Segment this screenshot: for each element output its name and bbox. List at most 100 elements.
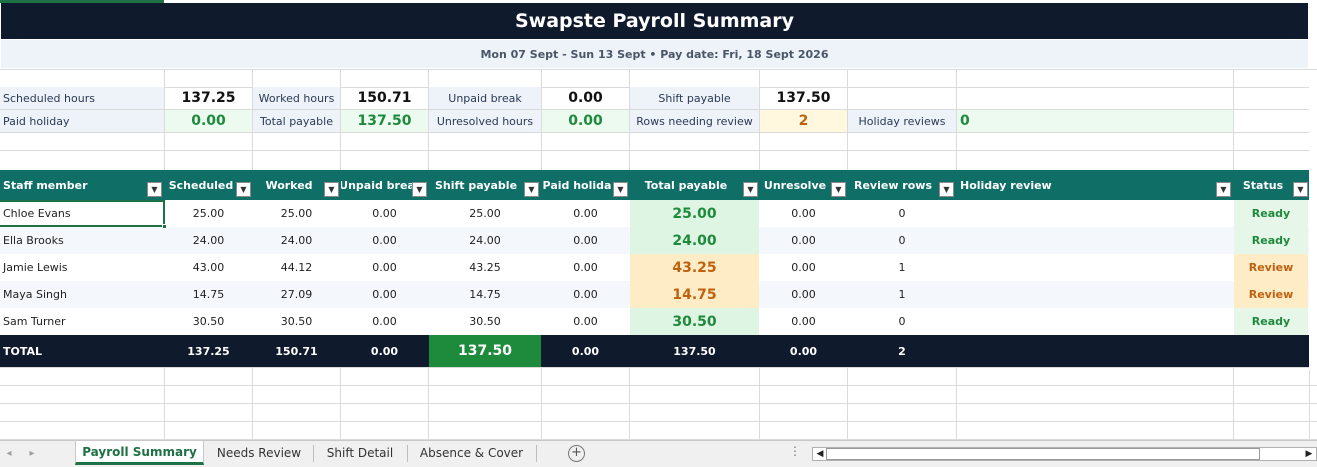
cell-holiday-review[interactable]	[957, 200, 1233, 227]
cell-unresolved[interactable]: 0.00	[791, 261, 816, 274]
scroll-left-icon[interactable]: ◀	[816, 449, 824, 459]
summary-holiday-reviews-label[interactable]: Holiday reviews	[848, 110, 956, 132]
cell-shift-payable[interactable]: 14.75	[469, 288, 501, 301]
tab-shift-detail[interactable]: Shift Detail	[326, 446, 394, 460]
cell-review-rows[interactable]: 0	[898, 315, 906, 328]
totals-unresolved[interactable]: 0.00	[789, 344, 818, 358]
tab-payroll-summary[interactable]: Payroll Summary	[75, 441, 204, 465]
cell-staff-member[interactable]: Ella Brooks	[3, 234, 64, 247]
cell-holiday-review[interactable]	[957, 308, 1233, 335]
cell-unpaid-break[interactable]: 0.00	[372, 207, 397, 220]
cell-paid-holiday[interactable]: 0.00	[573, 315, 598, 328]
scroll-right-icon[interactable]: ▶	[1305, 449, 1313, 459]
cell-status[interactable]: Review	[1234, 281, 1308, 308]
totals-unpaid[interactable]: 0.00	[370, 344, 399, 358]
cell-worked[interactable]: 30.50	[280, 315, 313, 328]
plus-circle-icon[interactable]: +	[568, 445, 585, 462]
cell-worked[interactable]: 44.12	[280, 261, 313, 274]
cell-total-payable[interactable]: 43.25	[630, 254, 759, 281]
cell-worked[interactable]: 24.00	[280, 234, 313, 247]
totals-label[interactable]: TOTAL	[3, 344, 43, 358]
cell-review-rows[interactable]: 1	[898, 288, 906, 301]
cell-review-rows[interactable]: 0	[898, 207, 906, 220]
cell-scheduled[interactable]: 30.50	[192, 315, 225, 328]
cell-status[interactable]: Ready	[1234, 200, 1308, 227]
filter-dropdown-icon[interactable]: ▼	[831, 182, 846, 197]
summary-total-label[interactable]: Total payable	[253, 110, 340, 132]
cell-status[interactable]: Ready	[1234, 308, 1308, 335]
cell-scheduled[interactable]: 24.00	[192, 234, 225, 247]
summary-unresolved-value[interactable]: 0.00	[542, 110, 629, 132]
filter-dropdown-icon[interactable]: ▼	[743, 182, 758, 197]
cell-status[interactable]: Ready	[1234, 227, 1308, 254]
report-subtitle[interactable]: Mon 07 Sept - Sun 13 Sept • Pay date: Fr…	[480, 47, 829, 61]
totals-total-payable[interactable]: 137.50	[673, 344, 716, 358]
summary-holiday-label[interactable]: Paid holiday	[0, 110, 164, 132]
cell-review-rows[interactable]: 1	[898, 261, 906, 274]
summary-review-rows-label[interactable]: Rows needing review	[630, 110, 759, 132]
summary-worked-value[interactable]: 150.71	[357, 90, 412, 106]
cell-shift-payable[interactable]: 43.25	[469, 261, 501, 274]
totals-shift-payable[interactable]: 137.50	[429, 335, 541, 367]
column-header-shift[interactable]: Shift payable	[434, 178, 518, 192]
report-title[interactable]: Swapste Payroll Summary	[514, 10, 795, 32]
cell-paid-holiday[interactable]: 0.00	[573, 207, 598, 220]
cell-paid-holiday[interactable]: 0.00	[573, 261, 598, 274]
cell-paid-holiday[interactable]: 0.00	[573, 288, 598, 301]
column-header-staff[interactable]: Staff member	[3, 178, 88, 192]
tab-needs-review[interactable]: Needs Review	[216, 446, 302, 460]
summary-review-rows-value[interactable]: 2	[760, 110, 847, 132]
cell-unpaid-break[interactable]: 0.00	[372, 234, 397, 247]
column-header-review-rows[interactable]: Review rows	[853, 178, 932, 192]
column-header-worked[interactable]: Worked	[265, 178, 313, 192]
totals-scheduled[interactable]: 137.25	[187, 344, 230, 358]
cell-unpaid-break[interactable]: 0.00	[372, 315, 397, 328]
summary-unpaid-value[interactable]: 0.00	[568, 90, 603, 106]
cell-review-rows[interactable]: 0	[898, 234, 906, 247]
summary-unpaid-label[interactable]: Unpaid break	[429, 87, 541, 109]
summary-shift-value[interactable]: 137.50	[776, 90, 831, 106]
cell-unpaid-break[interactable]: 0.00	[372, 261, 397, 274]
cell-unresolved[interactable]: 0.00	[791, 207, 816, 220]
summary-total-value[interactable]: 137.50	[341, 110, 428, 132]
cell-shift-payable[interactable]: 30.50	[469, 315, 501, 328]
cell-scheduled[interactable]: 25.00	[192, 207, 225, 220]
cell-unresolved[interactable]: 0.00	[791, 315, 816, 328]
summary-unresolved-label[interactable]: Unresolved hours	[429, 110, 541, 132]
cell-total-payable[interactable]: 24.00	[630, 227, 759, 254]
filter-dropdown-icon[interactable]: ▼	[613, 182, 628, 197]
filter-dropdown-icon[interactable]: ▼	[524, 182, 539, 197]
cell-scheduled[interactable]: 43.00	[192, 261, 225, 274]
cell-staff-member[interactable]: Jamie Lewis	[3, 261, 68, 274]
summary-worked-label[interactable]: Worked hours	[253, 87, 340, 109]
cell-total-payable[interactable]: 25.00	[630, 200, 759, 227]
cell-staff-member[interactable]: Maya Singh	[3, 288, 67, 301]
filter-dropdown-icon[interactable]: ▼	[1216, 182, 1231, 197]
filter-dropdown-icon[interactable]: ▼	[236, 182, 251, 197]
column-header-unresolved[interactable]: Unresolve	[763, 178, 827, 192]
cell-total-payable[interactable]: 14.75	[630, 281, 759, 308]
cell-shift-payable[interactable]: 25.00	[469, 207, 501, 220]
cell-worked[interactable]: 27.09	[280, 288, 313, 301]
spreadsheet-grid[interactable]: Swapste Payroll Summary Mon 07 Sept - Su…	[0, 0, 1317, 440]
cell-total-payable[interactable]: 30.50	[630, 308, 759, 335]
totals-holiday[interactable]: 0.00	[571, 344, 600, 358]
summary-scheduled-value[interactable]: 137.25	[181, 90, 236, 106]
summary-holiday-value[interactable]: 0.00	[165, 110, 252, 132]
fill-handle[interactable]	[162, 224, 167, 229]
column-header-holiday-review[interactable]: Holiday review	[960, 178, 1052, 192]
column-header-unpaid[interactable]: Unpaid brea	[341, 178, 413, 192]
filter-dropdown-icon[interactable]: ▼	[147, 182, 162, 197]
cell-holiday-review[interactable]	[957, 254, 1233, 281]
column-header-holiday[interactable]: Paid holida	[542, 178, 612, 192]
column-header-status[interactable]: Status	[1242, 178, 1284, 192]
more-options-icon[interactable]: ⋮	[789, 444, 802, 458]
filter-dropdown-icon[interactable]: ▼	[1293, 182, 1308, 197]
next-sheet-icon[interactable]: ▸	[29, 447, 35, 459]
tab-absence-cover[interactable]: Absence & Cover	[419, 446, 524, 460]
filter-dropdown-icon[interactable]: ▼	[412, 182, 427, 197]
cell-status[interactable]: Review	[1234, 254, 1308, 281]
filter-dropdown-icon[interactable]: ▼	[324, 182, 339, 197]
totals-review-rows[interactable]: 2	[898, 344, 906, 358]
cell-staff-member[interactable]: Sam Turner	[3, 315, 66, 328]
